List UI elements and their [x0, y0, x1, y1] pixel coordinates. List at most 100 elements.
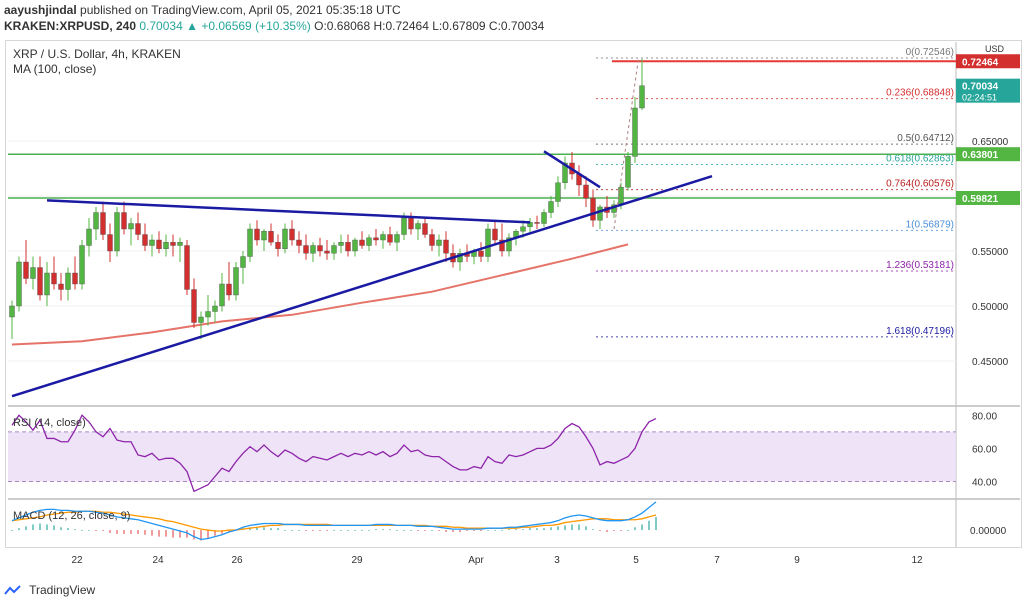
candle-body [44, 272, 50, 296]
candle-body [632, 107, 638, 157]
candle-body [506, 237, 512, 252]
candle-body [303, 245, 309, 254]
candle-body [618, 186, 624, 205]
ma-legend: MA (100, close) [13, 62, 96, 76]
candle-body [478, 250, 484, 257]
macd-histogram-bar [74, 529, 76, 531]
candle-body [331, 245, 337, 254]
macd-histogram-bar [221, 530, 223, 534]
fib-level-label: 1.236(0.53181) [886, 260, 954, 271]
fib-level-label: 0.764(0.60576) [886, 179, 954, 190]
macd-histogram-bar [529, 528, 531, 531]
macd-histogram-bar [11, 530, 13, 531]
macd-histogram-bar [550, 527, 552, 531]
macd-histogram-bar [564, 525, 566, 531]
tradingview-logo-icon [4, 585, 21, 595]
candle-body [72, 272, 78, 285]
symbol-name: KRAKEN:XRPUSD, 240 [4, 19, 137, 33]
y-tick-label: 0.55000 [972, 247, 1009, 258]
macd-histogram-bar [501, 530, 503, 531]
candle-body [23, 261, 29, 279]
candle-body [415, 223, 421, 230]
macd-histogram-bar [473, 530, 475, 532]
candle-body [219, 283, 225, 307]
macd-histogram-bar [270, 528, 272, 531]
fib-anchor-line [613, 58, 639, 230]
price-badge-label: 0.59821 [962, 194, 999, 205]
candles [9, 58, 645, 339]
candle-body [51, 272, 57, 285]
macd-histogram-bar [620, 530, 622, 532]
macd-histogram-bar [557, 526, 559, 531]
publish-info: published on TradingView.com, April 05, … [80, 3, 401, 17]
candle-body [205, 311, 211, 318]
candle-body [37, 267, 43, 296]
macd-histogram-bar [417, 530, 419, 532]
time-axis[interactable]: 22 24 26 29 Apr 3 5 7 9 12 [71, 555, 923, 566]
candle-body [121, 212, 127, 230]
candle-body [541, 212, 547, 224]
price-change: +0.06569 (+10.35%) [201, 19, 311, 33]
macd-histogram-bar [515, 529, 517, 531]
candle-body [142, 234, 148, 246]
candle-body [338, 241, 344, 246]
candle-body [639, 85, 645, 109]
candle-body [590, 197, 596, 221]
macd-histogram-bar [214, 530, 216, 536]
last-price: 0.70034 [139, 19, 183, 33]
fib-level-label: 0(0.72546) [906, 47, 954, 58]
macd-histogram-bar [571, 524, 573, 531]
symbol-line: KRAKEN:XRPUSD, 240 0.70034 ▲ +0.06569 (+… [4, 19, 544, 33]
ohlc-values: O:0.68068 H:0.72464 L:0.67809 C:0.70034 [314, 19, 545, 33]
macd-histogram-bar [151, 530, 153, 536]
macd-histogram-bar [179, 530, 181, 538]
candle-body [79, 245, 85, 285]
macd-histogram-bar [312, 530, 314, 532]
macd-histogram-bar [480, 530, 482, 532]
fibonacci-retracement[interactable]: 0(0.72546) 0.236(0.68848) 0.5(0.64712) 0.61… [596, 47, 956, 338]
macd-histogram-bar [585, 526, 587, 531]
ma-100-line [11, 243, 629, 346]
chart-title: XRP / U.S. Dollar, 4h, KRAKEN [13, 47, 181, 61]
candle-body [324, 250, 330, 254]
macd-histogram-bar [347, 530, 349, 531]
macd-histogram-bar [277, 528, 279, 531]
macd-legend: MACD (12, 26, close, 9) [13, 510, 130, 522]
price-badge [956, 190, 1020, 205]
candle-body [359, 239, 365, 246]
horizontal-levels[interactable] [8, 60, 956, 199]
candle-body [184, 245, 190, 290]
macd-histogram-bar [648, 520, 650, 531]
macd-histogram-bar [109, 530, 111, 533]
candle-body [86, 228, 92, 246]
macd-histogram-bar [102, 530, 104, 532]
macd-histogram-bar [382, 529, 384, 531]
rsi-legend: RSI (14, close) [13, 417, 86, 429]
tradingview-footer[interactable]: TradingView [4, 583, 95, 598]
candle-body [114, 212, 120, 252]
macd-histogram-bar [207, 530, 209, 539]
trendlines[interactable] [11, 58, 713, 398]
macd-histogram-bar [25, 526, 27, 531]
candle-body [583, 184, 589, 199]
candle-body [135, 223, 141, 235]
fib-level-label: 0.5(0.64712) [897, 133, 954, 144]
chart-frame [5, 40, 1022, 548]
moving-average [11, 243, 629, 346]
candle-body [401, 217, 407, 235]
author-name[interactable]: aayushjindal [4, 3, 77, 17]
x-tick-label: 22 [71, 555, 83, 566]
candle-body [296, 239, 302, 246]
candle-body [16, 261, 22, 307]
candle-body [275, 241, 281, 249]
price-axis[interactable]: 0.450000.500000.550000.600000.650000.724… [956, 54, 1020, 368]
x-tick-label: 24 [152, 555, 164, 566]
candle-body [317, 245, 323, 252]
macd-histogram-bar [130, 530, 132, 534]
x-tick-label: 7 [714, 555, 720, 566]
candle-body [310, 245, 316, 254]
macd-histogram-bar [284, 530, 286, 531]
candle-body [240, 256, 246, 268]
candle-body [443, 239, 449, 254]
